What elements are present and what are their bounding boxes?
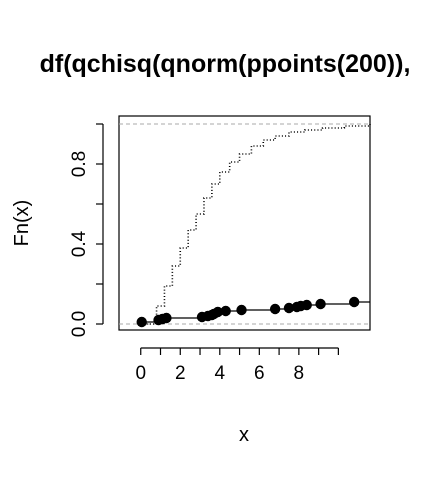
y-tick-label: 0.8 [69,151,90,177]
data-point [161,312,172,324]
x-axis: 0 2 4 6 8 [135,347,339,384]
data-point [283,302,295,314]
y-tick-label: 0.0 [69,311,90,337]
data-point [220,305,231,317]
data-point [136,316,147,328]
plot-area [136,124,371,328]
data-point [269,303,281,315]
x-tick-label: 8 [294,363,305,384]
chart-title: df(qchisq(qnorm(ppoints(200)), [40,50,411,78]
y-tick-label: 0.4 [69,230,90,257]
data-point [236,304,247,316]
series-dotted-cdf [146,124,371,325]
x-tick-label: 4 [215,363,226,384]
y-axis: 0.0 0.4 0.8 [69,123,104,337]
data-point [212,306,224,318]
data-point [301,299,312,311]
x-tick-label: 0 [135,363,146,384]
data-point [348,296,360,308]
x-tick-label: 6 [254,363,265,384]
series-step-cdf [141,301,370,323]
y-axis-label: Fn(x) [11,200,33,247]
x-axis-label: x [239,424,249,446]
x-tick-label: 2 [175,363,186,384]
data-point [315,298,326,310]
plot-frame [118,115,371,331]
